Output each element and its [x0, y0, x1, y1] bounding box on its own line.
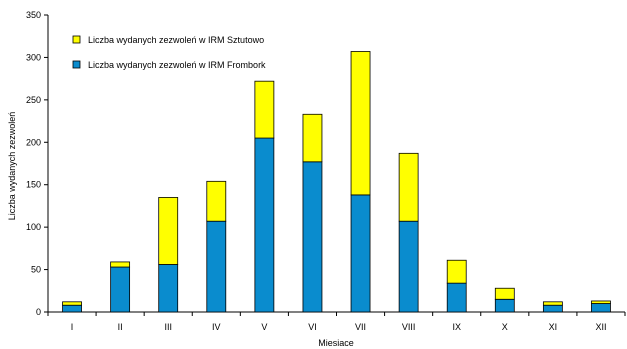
legend-entry: Liczba wydanych zezwoleń w IRM Sztutowo — [88, 35, 264, 45]
y-tick-label: 150 — [26, 180, 41, 190]
y-tick-label: 50 — [31, 265, 41, 275]
legend-entry: Liczba wydanych zezwoleń w IRM Frombork — [88, 60, 266, 70]
bar-frombork — [494, 298, 515, 313]
y-tick-label: 200 — [26, 137, 41, 147]
bar-frombork — [350, 194, 371, 313]
bar-frombork — [206, 220, 227, 313]
bar-frombork — [302, 161, 323, 313]
y-tick-label: 300 — [26, 52, 41, 62]
bar-frombork — [158, 264, 179, 313]
bar-frombork — [110, 266, 131, 313]
bar-sztutowo — [110, 261, 131, 268]
bar-sztutowo — [446, 259, 467, 284]
bar-frombork — [62, 304, 82, 313]
x-tick-label: VI — [308, 322, 317, 332]
y-tick-label: 250 — [26, 95, 41, 105]
x-tick-label: X — [502, 322, 508, 332]
legend: Liczba wydanych zezwoleń w IRM Sztutowo L… — [72, 35, 266, 70]
y-tick-label: 100 — [26, 222, 41, 232]
x-tick-label: II — [118, 322, 123, 332]
bar-sztutowo — [398, 152, 419, 222]
bar-frombork — [542, 304, 563, 313]
x-tick-label: XII — [595, 322, 606, 332]
bar-sztutowo — [350, 51, 371, 196]
bar-frombork — [398, 220, 419, 313]
x-tick-label: I — [71, 322, 74, 332]
y-axis-title: Liczba wydanych zezwoleń — [7, 112, 17, 221]
x-tick-label: VIII — [402, 322, 416, 332]
bar-sztutowo — [302, 113, 323, 163]
bar-frombork — [446, 282, 467, 313]
x-tick-label: IX — [452, 322, 461, 332]
bar-sztutowo — [591, 300, 611, 304]
x-axis-title: Miesiace — [318, 338, 354, 348]
bar-frombork — [254, 137, 275, 313]
x-tick-label: IV — [212, 322, 221, 332]
bar-frombork — [591, 303, 611, 313]
x-tick-label: III — [164, 322, 172, 332]
bar-sztutowo — [254, 80, 275, 139]
y-tick-label: 0 — [36, 307, 41, 317]
legend-swatch — [72, 35, 81, 44]
bar-sztutowo — [62, 301, 82, 306]
y-tick-label: 350 — [26, 10, 41, 20]
bar-sztutowo — [494, 287, 515, 300]
bar-sztutowo — [158, 197, 179, 265]
bar-sztutowo — [542, 301, 563, 306]
x-tick-label: V — [261, 322, 267, 332]
legend-swatch — [72, 60, 81, 69]
x-tick-label: XI — [549, 322, 558, 332]
x-tick-label: VII — [355, 322, 366, 332]
bar-sztutowo — [206, 180, 227, 222]
